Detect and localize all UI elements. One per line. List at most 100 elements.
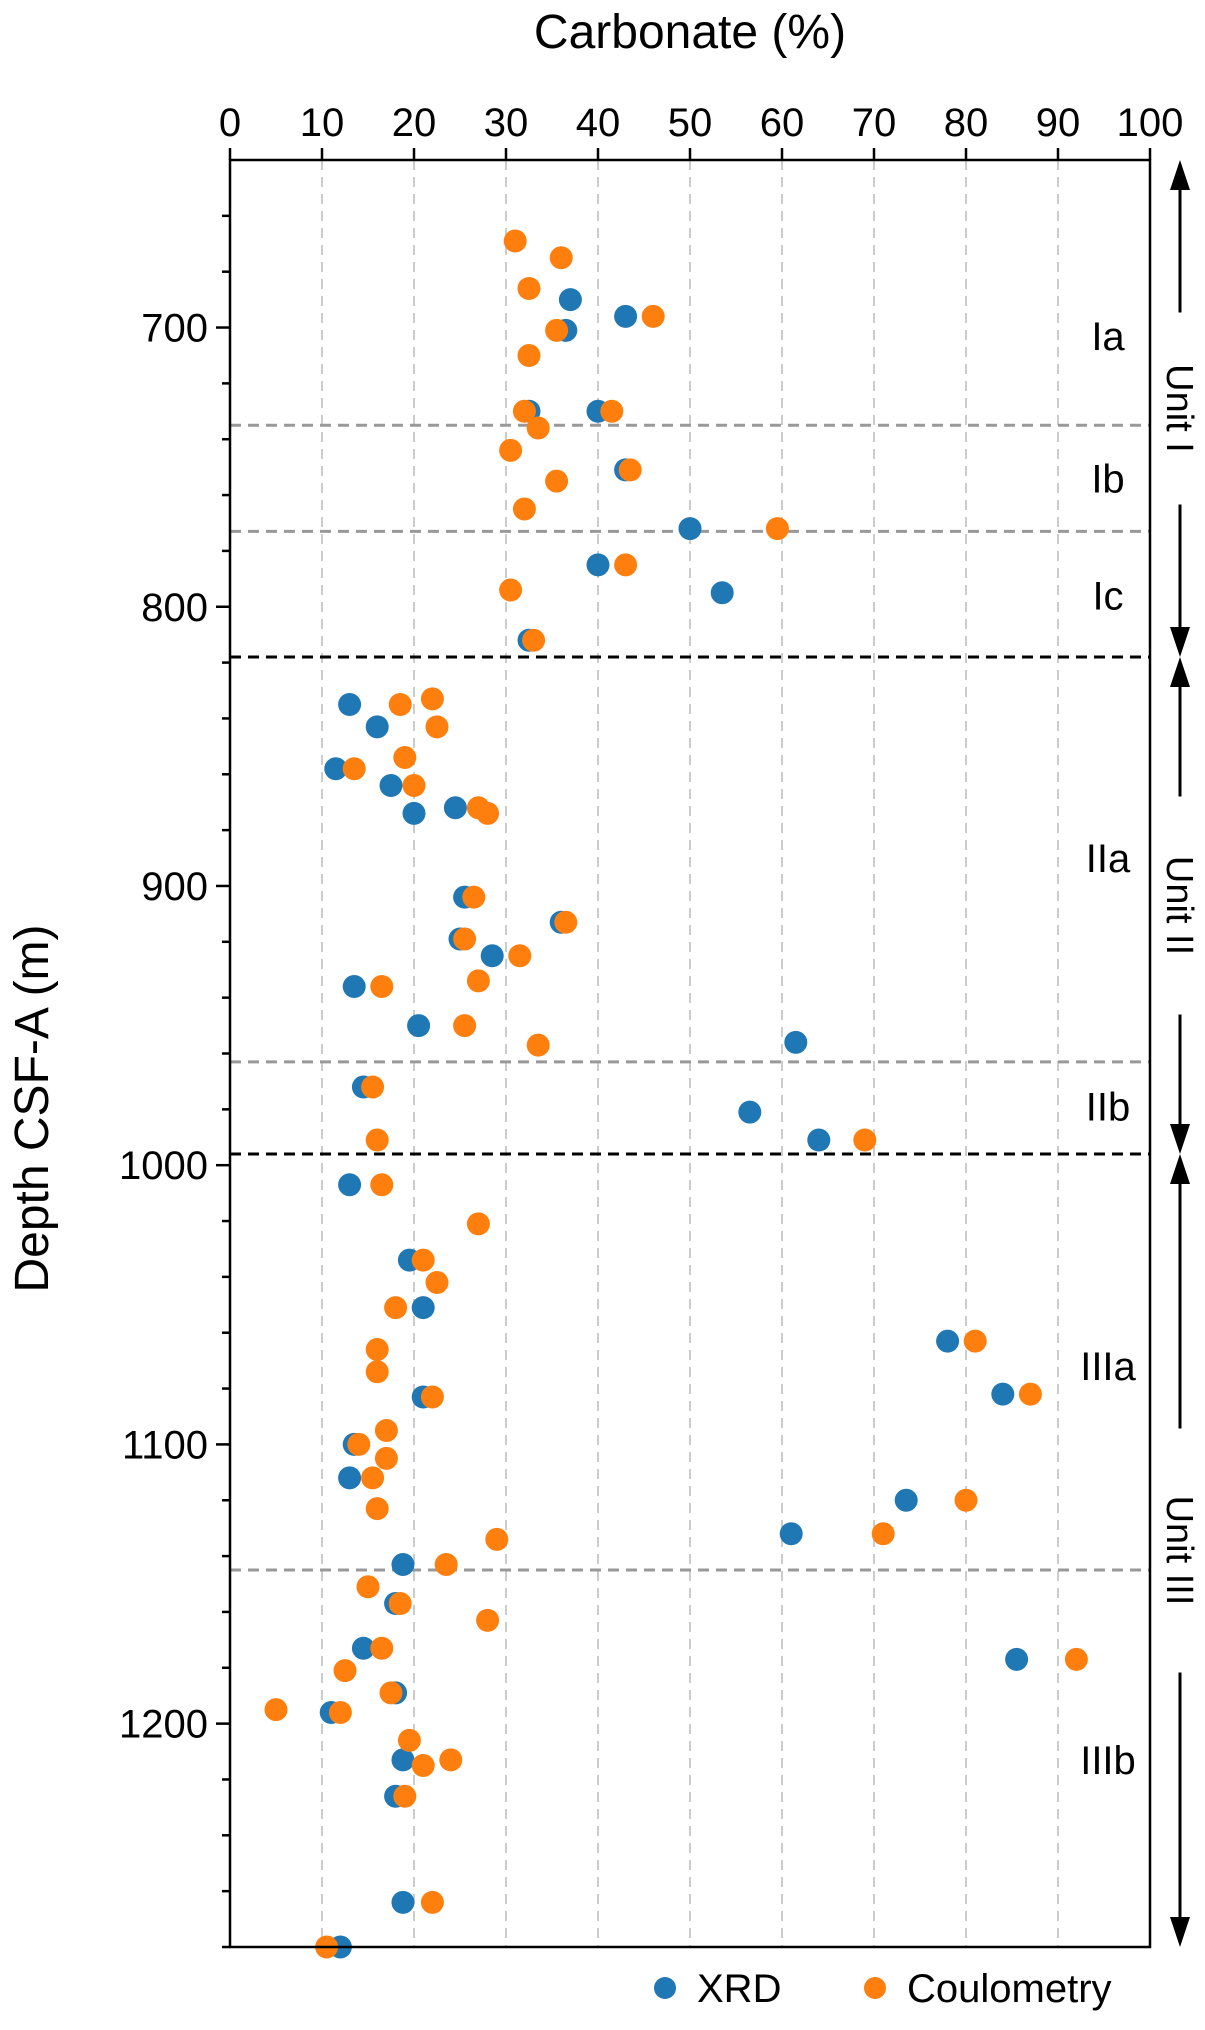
coulometry-point-18	[388, 692, 412, 716]
xrd-point-34	[894, 1488, 918, 1512]
coulometry-point-39	[425, 1270, 449, 1294]
coulometry-point-68	[420, 1890, 444, 1914]
coulometry-point-65	[439, 1748, 463, 1772]
coulometry-point-38	[411, 1248, 435, 1272]
arrow-down-icon	[1170, 1124, 1190, 1155]
subunit-label-iiib: IIIb	[1080, 1739, 1136, 1783]
coulometry-point-48	[374, 1446, 398, 1470]
xrd-point-1	[614, 304, 638, 328]
x-tick-label-80: 80	[944, 101, 989, 145]
xrd-point-6	[678, 517, 702, 541]
coulometry-point-16	[522, 628, 546, 652]
xrd-point-35	[779, 1522, 803, 1546]
coulometry-point-4	[545, 318, 569, 342]
coulometry-point-26	[554, 910, 578, 934]
coulometry-point-56	[388, 1592, 412, 1616]
coulometry-point-11	[545, 469, 569, 493]
coulometry-point-41	[963, 1329, 987, 1353]
xrd-point-24	[738, 1100, 762, 1124]
xrd-point-21	[407, 1014, 431, 1038]
y-tick-label-800: 800	[141, 586, 208, 630]
x-tick-label-20: 20	[392, 101, 437, 145]
xrd-point-29	[936, 1329, 960, 1353]
x-tick-label-40: 40	[576, 101, 621, 145]
coulometry-point-21	[342, 757, 366, 781]
x-tick-label-30: 30	[484, 101, 529, 145]
coulometry-point-8	[526, 416, 550, 440]
coulometry-point-13	[765, 517, 789, 541]
subunit-label-ic: Ic	[1092, 575, 1123, 619]
coulometry-point-20	[393, 746, 417, 770]
legend-xrd-label: XRD	[697, 1967, 781, 2011]
legend-xrd-marker	[654, 1977, 676, 1999]
xrd-series	[319, 288, 1029, 1959]
unit-bracket-2: Unit II	[1158, 657, 1200, 1155]
xrd-point-10	[338, 692, 362, 716]
coulometry-point-14	[614, 553, 638, 577]
coulometry-point-40	[384, 1296, 408, 1320]
coulometry-point-12	[512, 497, 536, 521]
arrow-down-icon	[1170, 1917, 1190, 1947]
coulometry-point-0	[503, 229, 527, 253]
coulometry-point-66	[411, 1754, 435, 1778]
subunit-labels: Ia Ib Ic IIa IIb IIIa IIIb	[1080, 315, 1136, 1783]
y-tick-label-700: 700	[141, 307, 208, 351]
xrd-point-26	[338, 1173, 362, 1197]
xrd-point-20	[342, 974, 366, 998]
subunit-label-iia: IIa	[1086, 837, 1131, 881]
coulometry-point-54	[434, 1552, 458, 1576]
subunit-label-ib: Ib	[1091, 457, 1124, 501]
xrd-point-42	[391, 1748, 415, 1772]
y-tick-label-1200: 1200	[119, 1703, 208, 1747]
coulometry-point-37	[466, 1212, 490, 1236]
x-tick-label-10: 10	[300, 101, 345, 145]
unit-bracket-3: Unit III	[1158, 1154, 1200, 1947]
coulometry-point-17	[420, 687, 444, 711]
coulometry-point-3	[641, 304, 665, 328]
coulometry-point-10	[618, 458, 642, 482]
x-tick-label-100: 100	[1117, 101, 1184, 145]
coulometry-point-25	[462, 885, 486, 909]
coulometry-point-45	[420, 1385, 444, 1409]
arrow-up-icon	[1170, 1154, 1190, 1185]
coulometry-point-36	[370, 1173, 394, 1197]
xrd-point-28	[411, 1296, 435, 1320]
xrd-point-14	[402, 801, 426, 825]
grid-lines	[321, 160, 1059, 1947]
unit-bracket-1: Unit I	[1158, 160, 1200, 658]
xrd-point-22	[784, 1030, 808, 1054]
xrd-point-36	[391, 1552, 415, 1576]
coulometry-point-52	[871, 1522, 895, 1546]
coulometry-point-61	[379, 1681, 403, 1705]
arrow-up-icon	[1170, 160, 1190, 190]
x-tick-label-70: 70	[852, 101, 897, 145]
xrd-point-11	[365, 715, 389, 739]
coulometry-point-27	[453, 927, 477, 951]
xrd-point-13	[379, 773, 403, 797]
unit-label: Unit III	[1158, 1496, 1200, 1606]
coulometry-point-43	[365, 1360, 389, 1384]
legend: XRD Coulometry	[654, 1967, 1112, 2011]
unit-brackets: Unit I Unit II Unit III	[1158, 160, 1200, 1947]
x-axis-ticks: 0 10 20 30 40 50 60 70 80 90 100	[219, 101, 1184, 160]
y-tick-label-1000: 1000	[119, 1144, 208, 1188]
coulometry-point-9	[499, 438, 523, 462]
legend-coulometry-label: Coulometry	[907, 1967, 1112, 2011]
xrd-point-15	[443, 796, 467, 820]
y-axis-ticks: 700 800 900 1000 1100 1200	[119, 214, 230, 1949]
x-tick-label-0: 0	[219, 101, 241, 145]
coulometry-point-33	[361, 1075, 385, 1099]
coulometry-point-28	[508, 944, 532, 968]
xrd-point-39	[1005, 1647, 1029, 1671]
x-tick-label-90: 90	[1036, 101, 1081, 145]
xrd-point-0	[558, 288, 582, 312]
unit-label: Unit I	[1158, 364, 1200, 453]
xrd-point-19	[480, 944, 504, 968]
coulometry-point-6	[512, 399, 536, 423]
coulometry-point-42	[365, 1337, 389, 1361]
coulometry-point-44	[1018, 1382, 1042, 1406]
coulometry-point-32	[526, 1033, 550, 1057]
coulometry-point-34	[853, 1128, 877, 1152]
coulometry-point-24	[476, 801, 500, 825]
subunit-label-iiia: IIIa	[1080, 1345, 1136, 1389]
